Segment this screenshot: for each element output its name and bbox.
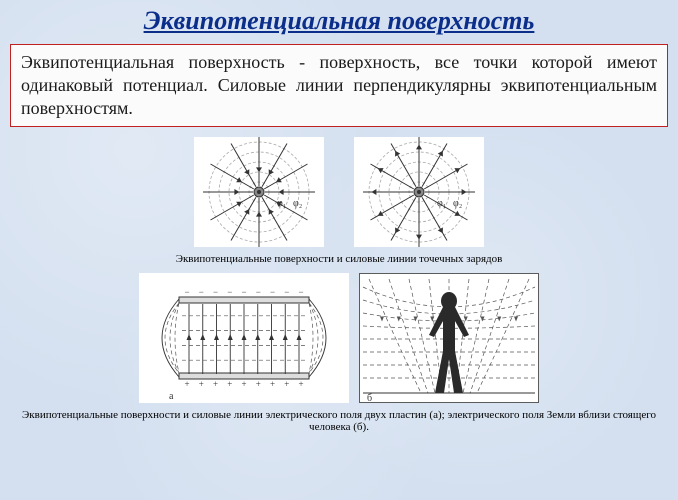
figure2-caption: Эквипотенциальные поверхности и силовые … (10, 409, 668, 433)
figure2-human: б (359, 273, 539, 403)
svg-text:−: − (199, 287, 204, 297)
figure2-row: − + − + − + − + − + − + − + − + − + а б (10, 273, 668, 403)
svg-text:а: а (169, 391, 174, 402)
svg-text:б: б (367, 393, 372, 403)
figure2-plates: − + − + − + − + − + − + − + − + − + а (139, 273, 349, 403)
svg-text:+: + (256, 379, 261, 389)
figure1-left: φ₁ φ₂ (194, 137, 324, 247)
svg-text:φ₂: φ₂ (293, 198, 302, 209)
svg-text:−: − (213, 287, 218, 297)
svg-text:+: + (213, 379, 218, 389)
svg-text:φ₁: φ₁ (277, 198, 286, 209)
figure1-right: φ₁ φ₂ (354, 137, 484, 247)
svg-text:+: + (184, 379, 189, 389)
svg-text:−: − (284, 287, 289, 297)
svg-text:+: + (298, 379, 303, 389)
svg-text:+: + (199, 379, 204, 389)
definition-box: Эквипотенциальная поверхность - поверхно… (10, 44, 668, 127)
svg-text:−: − (184, 287, 189, 297)
svg-text:+: + (270, 379, 275, 389)
page-title: Эквипотенциальная поверхность (10, 6, 668, 36)
svg-text:φ₁: φ₁ (437, 198, 446, 209)
svg-text:φ₂: φ₂ (453, 198, 462, 209)
svg-text:−: − (270, 287, 275, 297)
svg-text:+: + (241, 379, 246, 389)
figure1-row: φ₁ φ₂ φ₁ φ₂ (10, 137, 668, 247)
svg-text:+: + (284, 379, 289, 389)
svg-text:−: − (298, 287, 303, 297)
svg-text:−: − (227, 287, 232, 297)
svg-text:+: + (227, 379, 232, 389)
figure1-caption: Эквипотенциальные поверхности и силовые … (10, 253, 668, 265)
svg-text:−: − (256, 287, 261, 297)
svg-text:−: − (241, 287, 246, 297)
